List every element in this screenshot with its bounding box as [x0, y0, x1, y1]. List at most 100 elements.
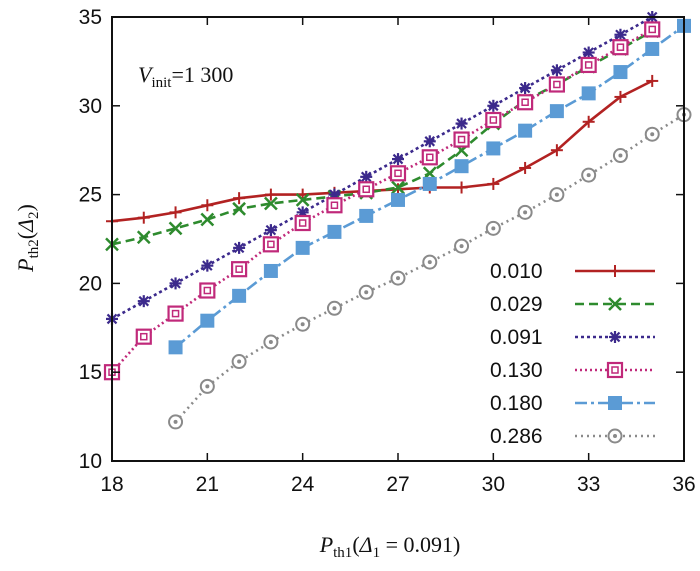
point-0.091-3 [201, 259, 214, 272]
point-0.130-2 [167, 305, 184, 322]
legend-label-0.130: 0.130 [490, 359, 543, 382]
point-0.010-1 [137, 211, 150, 224]
point-0.180-11 [518, 123, 533, 138]
legend-marker-0.286 [607, 428, 623, 444]
point-0.091-16 [614, 28, 627, 41]
y-label-delta: Δ [13, 219, 38, 233]
annotation-sub: init [151, 75, 172, 91]
point-0.029-2 [168, 221, 183, 236]
point-0.180-12 [549, 104, 564, 119]
point-0.130-16 [612, 39, 629, 56]
point-0.130-6 [294, 214, 311, 232]
point-0.286-1 [199, 378, 215, 394]
point-0.130-10 [421, 149, 438, 166]
annotation: Vinit=1 300 [138, 62, 233, 91]
x-tick-label-3: 27 [386, 473, 409, 496]
annotation-rest: =1 300 [171, 62, 233, 87]
point-0.029-1 [136, 230, 151, 245]
legend-marker-0.010 [609, 265, 621, 277]
legend-label-0.029: 0.029 [490, 293, 543, 316]
x-tick-label-5: 33 [577, 473, 600, 496]
y-tick-label-2: 20 [79, 272, 102, 295]
point-0.286-9 [454, 238, 470, 254]
point-0.286-0 [168, 414, 184, 430]
series-line-0.091 [111, 15, 653, 321]
point-0.180-1 [200, 313, 215, 328]
point-0.180-8 [422, 176, 437, 191]
series-0.180 [168, 18, 691, 355]
legend-label-0.010: 0.010 [490, 260, 543, 283]
x-label-var: P [319, 532, 333, 557]
point-0.180-14 [613, 65, 628, 80]
point-0.130-17 [644, 21, 661, 38]
point-0.180-5 [327, 224, 342, 239]
point-0.286-6 [358, 284, 374, 300]
y-label-var: P [13, 258, 38, 272]
y-label-delta-sub: 2 [26, 211, 42, 219]
x-label-sub: th1 [333, 545, 352, 561]
series-0.091 [106, 11, 659, 325]
point-0.091-4 [233, 241, 246, 254]
point-0.286-7 [390, 270, 406, 286]
point-0.286-12 [549, 187, 565, 203]
point-0.286-2 [231, 354, 247, 370]
point-0.091-10 [423, 135, 436, 148]
point-0.029-3 [200, 212, 215, 227]
point-0.029-4 [232, 201, 246, 216]
point-0.029-6 [295, 193, 310, 207]
point-0.091-11 [455, 117, 468, 130]
point-0.091-1 [137, 295, 150, 308]
point-0.130-11 [453, 131, 470, 148]
point-0.130-4 [231, 261, 248, 278]
point-0.286-11 [517, 204, 533, 220]
x-label-rest: = 0.091) [380, 532, 460, 557]
point-0.130-5 [262, 236, 279, 253]
point-0.180-3 [263, 263, 278, 278]
y-axis-label: Pth2(Δ2) [13, 204, 42, 273]
legend-marker-0.091 [609, 331, 621, 343]
point-0.180-9 [454, 159, 469, 174]
point-0.010-3 [201, 199, 214, 212]
point-0.180-0 [168, 340, 183, 355]
point-0.091-12 [487, 99, 500, 112]
point-0.180-10 [486, 141, 501, 156]
point-0.130-13 [517, 94, 534, 111]
point-0.010-17 [646, 74, 659, 87]
point-0.180-15 [645, 41, 660, 56]
point-0.286-14 [612, 148, 628, 164]
point-0.286-5 [326, 300, 342, 316]
x-tick-label-0: 18 [100, 473, 123, 496]
point-0.091-5 [264, 224, 277, 237]
x-label-delta-sub: 1 [373, 545, 381, 561]
y-label-sub: th2 [26, 239, 42, 258]
legend: 0.010 0.029 0.091 0.130 0.180 0.286 [490, 260, 655, 448]
legend-label-0.180: 0.180 [490, 392, 543, 415]
point-0.091-2 [169, 277, 182, 290]
point-0.091-8 [360, 170, 373, 183]
y-tick-label-5: 35 [79, 6, 102, 29]
point-0.180-7 [391, 192, 405, 207]
x-tick-label-2: 24 [291, 473, 315, 496]
x-axis-label: Pth1(Δ1 = 0.091) [319, 532, 461, 561]
point-0.091-13 [519, 82, 532, 95]
y-label-rest: ) [13, 204, 38, 211]
y-tick-label-0: 10 [79, 450, 102, 473]
point-0.130-7 [326, 197, 343, 214]
point-0.286-8 [422, 254, 438, 270]
point-0.286-4 [295, 316, 311, 332]
point-0.010-5 [264, 188, 277, 201]
point-0.010-15 [582, 115, 595, 128]
point-0.180-13 [581, 86, 596, 101]
point-0.286-13 [581, 167, 597, 183]
point-0.010-4 [233, 192, 246, 205]
point-0.029-5 [264, 196, 278, 211]
legend-marker-0.180 [608, 396, 622, 410]
legend-marker-0.130 [606, 361, 624, 379]
point-0.091-15 [582, 46, 595, 59]
point-0.130-9 [389, 165, 407, 182]
x-label-delta: Δ [359, 532, 373, 557]
x-label-paren: ( [352, 532, 359, 557]
point-0.130-8 [358, 181, 375, 198]
x-tick-label-6: 36 [672, 473, 695, 496]
legend-label-0.091: 0.091 [490, 326, 543, 349]
